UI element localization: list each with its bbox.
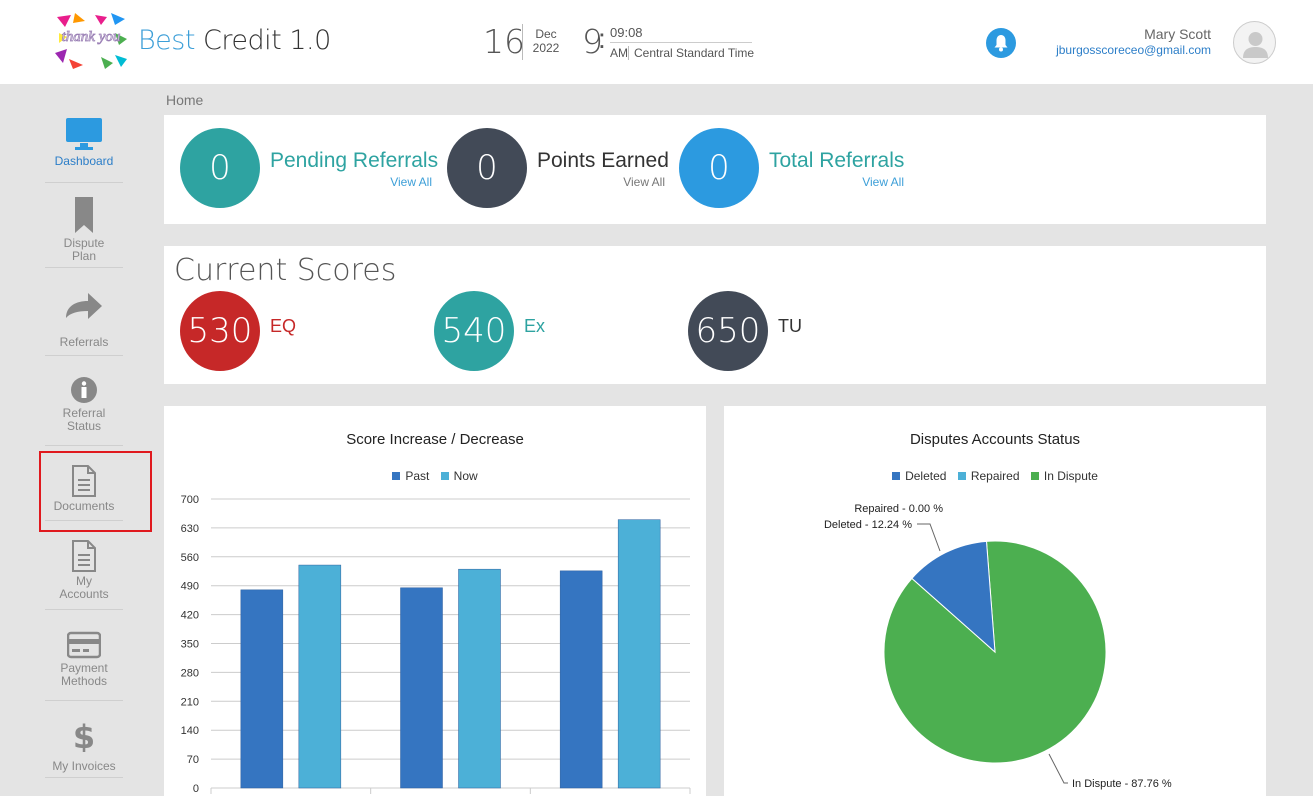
legend-item-now[interactable]: Now xyxy=(440,469,478,483)
sidebar-item-referrals[interactable]: Referrals xyxy=(45,290,123,356)
sidebar-item-label: Dispute Plan xyxy=(63,236,105,263)
monitor-icon xyxy=(66,118,102,150)
current-scores-title: Current Scores xyxy=(174,253,397,288)
y-tick-label: 630 xyxy=(181,523,199,535)
info-icon xyxy=(71,377,97,403)
total-referrals-view-all-link[interactable]: View All xyxy=(862,175,904,189)
avatar[interactable] xyxy=(1233,21,1276,64)
bar-chart: 0 70 140 210 280 350 420 490 560 630 700 xyxy=(181,494,691,795)
share-arrow-icon xyxy=(66,293,102,319)
y-tick-label: 140 xyxy=(181,725,199,737)
tu-score: 650 xyxy=(688,291,768,371)
breadcrumb[interactable]: Home xyxy=(166,92,204,108)
bar-now[interactable] xyxy=(458,568,501,789)
y-tick-label: 350 xyxy=(181,639,199,651)
date-divider xyxy=(522,24,523,60)
bar-now[interactable] xyxy=(298,564,342,789)
bar-now[interactable] xyxy=(617,519,661,789)
legend-item-in-dispute[interactable]: In Dispute xyxy=(1030,469,1098,483)
app-title: Best Credit 1.0 xyxy=(138,25,331,56)
points-earned-title: Points Earned xyxy=(537,149,669,172)
tu-label: TU xyxy=(778,316,802,336)
sidebar-item-label: Referral Status xyxy=(62,406,106,433)
sidebar-item-label: My Accounts xyxy=(59,574,109,601)
ex-score: 540 xyxy=(434,291,514,371)
sidebar-item-payment-methods[interactable]: Payment Methods xyxy=(45,631,123,701)
bar-past[interactable] xyxy=(400,587,443,789)
pie-chart-title: Disputes Accounts Status xyxy=(909,431,1081,448)
highlight-box xyxy=(39,451,152,532)
legend-item-past[interactable]: Past xyxy=(392,469,429,483)
current-scores-panel: Current Scores 530 EQ 540 Ex 650 TU xyxy=(164,246,1266,384)
logo-text: thank you xyxy=(62,29,121,45)
bookmark-icon xyxy=(75,197,93,233)
sidebar-item-referral-status[interactable]: Referral Status xyxy=(45,376,123,446)
sidebar-item-label: Documents xyxy=(53,499,115,513)
date-day: 16 xyxy=(483,22,525,61)
y-tick-label: 490 xyxy=(181,581,199,593)
legend-item-deleted[interactable]: Deleted xyxy=(892,469,946,483)
y-tick-label: 280 xyxy=(181,667,199,679)
sidebar-item-dispute-plan[interactable]: Dispute Plan xyxy=(45,196,123,268)
top-header: thank you Best Credit 1.0 16 Dec 2022 9 :… xyxy=(0,0,1313,84)
time-ampm: AM xyxy=(610,46,628,60)
bell-icon xyxy=(994,35,1008,52)
points-earned-view-all-link[interactable]: View All xyxy=(623,175,665,189)
bar-past[interactable] xyxy=(559,570,603,789)
bar-chart-title: Score Increase / Decrease xyxy=(346,431,524,448)
total-referrals-title: Total Referrals xyxy=(769,149,905,172)
time-minutes: 09:08 xyxy=(610,25,752,43)
user-name: Mary Scott xyxy=(1144,26,1211,42)
pie-data-label: Repaired - 0.00 % xyxy=(854,503,943,515)
bar-chart-legend: Past Now xyxy=(164,469,706,483)
credit-card-icon xyxy=(67,631,101,659)
dollar-icon: $ xyxy=(73,718,95,752)
user-avatar-icon xyxy=(1243,32,1268,58)
y-tick-label: 70 xyxy=(187,754,199,766)
thank-you-logo[interactable]: thank you xyxy=(55,13,127,69)
time-hour: 9 xyxy=(582,22,603,61)
user-email[interactable]: jburgosscoreceo@gmail.com xyxy=(1056,43,1211,57)
referral-stats-panel: 0 Pending Referrals View All 0 Points Ea… xyxy=(164,115,1266,224)
time-zone: Central Standard Time xyxy=(628,46,754,60)
sidebar-item-dashboard[interactable]: Dashboard xyxy=(45,116,123,183)
sidebar-item-documents[interactable]: Documents xyxy=(45,465,123,521)
sidebar-item-label: Referrals xyxy=(59,335,109,349)
pie-chart: Repaired - 0.00 % Deleted - 12.24 % In Dis… xyxy=(824,503,1172,790)
pending-referrals-title: Pending Referrals xyxy=(270,149,439,172)
legend-item-repaired[interactable]: Repaired xyxy=(957,469,1020,483)
y-tick-label: 560 xyxy=(181,552,199,564)
notification-bell-button[interactable] xyxy=(986,28,1016,58)
svg-text:$: $ xyxy=(73,718,95,752)
sidebar-item-my-invoices[interactable]: $ My Invoices xyxy=(45,718,123,778)
pie-data-label: Deleted - 12.24 % xyxy=(824,519,912,531)
pie-slice-deleted[interactable] xyxy=(911,540,996,654)
ex-label: Ex xyxy=(524,316,546,336)
time-colon: : xyxy=(598,23,606,54)
pie-chart-legend: Deleted Repaired In Dispute xyxy=(724,469,1266,483)
sidebar-item-label: Dashboard xyxy=(54,154,114,168)
pending-referrals-view-all-link[interactable]: View All xyxy=(390,175,432,189)
label-leader xyxy=(1048,753,1068,784)
pie-data-label: In Dispute - 87.76 % xyxy=(1072,778,1172,790)
bar-past[interactable] xyxy=(240,589,284,789)
y-tick-label: 700 xyxy=(181,494,199,506)
sidebar-item-my-accounts[interactable]: My Accounts xyxy=(45,540,123,610)
document-icon xyxy=(72,465,96,497)
date-month-year: Dec 2022 xyxy=(532,27,560,55)
eq-label: EQ xyxy=(270,316,297,336)
y-tick-label: 210 xyxy=(181,696,199,708)
score-chart-panel: Score Increase / Decrease Past Now 0 70 14… xyxy=(164,406,706,796)
eq-score: 530 xyxy=(180,291,260,371)
disputes-chart-panel: Disputes Accounts Status Deleted Repaire… xyxy=(724,406,1266,796)
y-tick-label: 0 xyxy=(193,783,199,795)
points-earned-count: 0 xyxy=(447,128,527,208)
sidebar-item-label: Payment Methods xyxy=(60,661,108,688)
y-tick-label: 420 xyxy=(181,610,199,622)
document-icon xyxy=(72,540,96,572)
sidebar-item-label: My Invoices xyxy=(52,759,116,773)
pending-referrals-count: 0 xyxy=(180,128,260,208)
total-referrals-count: 0 xyxy=(679,128,759,208)
label-leader xyxy=(917,523,941,552)
